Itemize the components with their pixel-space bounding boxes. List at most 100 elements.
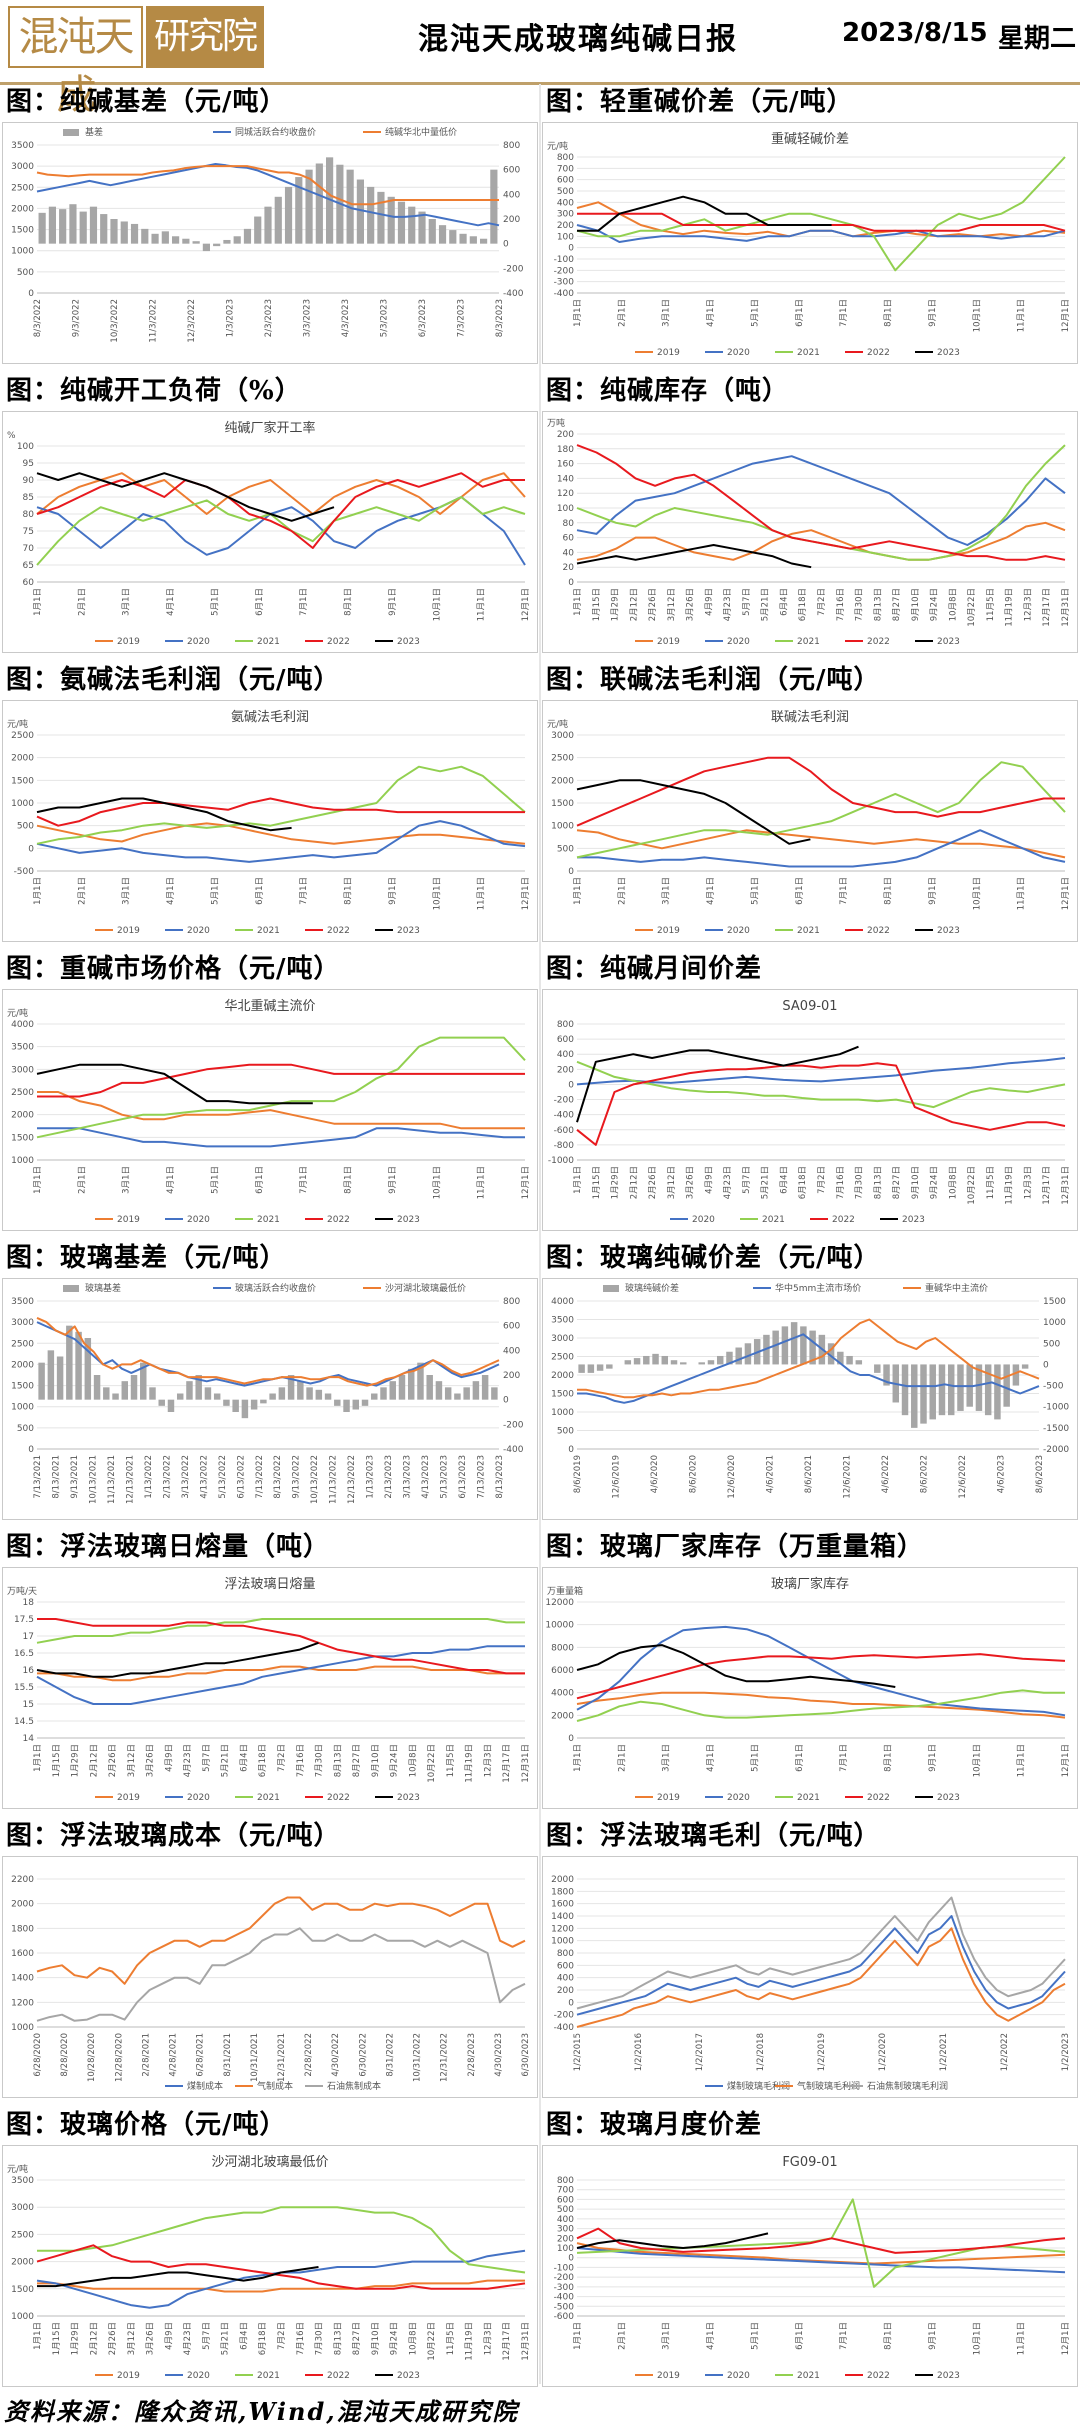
y-tick-label: 300: [557, 210, 574, 220]
x-tick-label: 8/6/2019: [573, 1455, 583, 1493]
panel-title: 图：纯碱月间价差: [546, 954, 763, 984]
panel-title: 图：联碱法毛利润（元/吨）: [546, 665, 881, 695]
series-line: [577, 195, 832, 232]
bar: [426, 1375, 433, 1400]
bar: [223, 1399, 230, 1406]
chart-box: 氨碱法毛利润 元/吨 -500 0 500 1000 1500 2000 2500 1月1日 2月1…: [2, 700, 538, 942]
y-tick-label: 1800: [11, 1924, 34, 1934]
x-tick-label: 7月1日: [839, 877, 849, 905]
x-tick-label: 2月1日: [617, 299, 627, 327]
legend-item: 2019: [95, 1215, 140, 1225]
legend-item: 2022: [305, 2371, 350, 2381]
bar: [140, 1362, 147, 1400]
x-tick-label: 4月1日: [166, 588, 176, 616]
x-tick-label: 12月31日: [1061, 1166, 1071, 1205]
legend-item: 2022: [845, 348, 890, 358]
legend-label: 2022: [832, 1215, 855, 1225]
series-line: [576, 1060, 1066, 1109]
x-tick-label: 1月1日: [33, 2322, 43, 2350]
x-tick-label: 3月1日: [662, 2322, 672, 2350]
bar: [652, 1353, 659, 1365]
series-line: [576, 1045, 859, 1123]
x-tick-label: 3月26日: [146, 2322, 156, 2355]
bar: [100, 214, 108, 244]
x-tick-label: 3/13/2022: [181, 1455, 191, 1499]
legend-label: 2019: [117, 926, 140, 936]
y-tick-label: 1000: [11, 2312, 34, 2322]
bar: [195, 1375, 202, 1400]
x-tick-label: 1月15日: [52, 2322, 62, 2355]
bar: [435, 1381, 443, 1400]
y-tick-label: 3500: [11, 1297, 34, 1307]
y-tick-label: 400: [557, 1050, 574, 1060]
y-tick-label: 2000: [11, 754, 34, 764]
x-tick-label: 9月1日: [388, 588, 398, 616]
legend-label: 玻璃纯碱价差: [625, 1282, 679, 1294]
x-tick-label: 8月1日: [884, 2322, 894, 2350]
y-tick-label: 80: [23, 510, 35, 520]
legend-item: 2022: [845, 637, 890, 647]
y-tick-label: 800: [557, 2176, 574, 2186]
legend-item: 2019: [95, 926, 140, 936]
legend-label: 2021: [762, 1215, 785, 1225]
legend-item: 2020: [705, 926, 750, 936]
chart-box: 联碱法毛利润 元/吨 0 500 1000 1500 2000 2500 3000 1月1日 2月1…: [542, 700, 1078, 942]
y-tick-label: 200: [557, 1986, 574, 1996]
y-tick-label: 0: [568, 1998, 574, 2008]
y-tick-label: 95: [23, 459, 34, 469]
x-tick-label: 5月21日: [761, 1166, 771, 1199]
chart-box: 玻璃厂家库存 万重量箱 0 2000 4000 6000 8000 10000 12000 1月1…: [542, 1567, 1078, 1809]
x-tick-label: 8/13/2022: [273, 1455, 283, 1499]
series-line: [36, 1641, 319, 1678]
x-tick-label: 1/2/2018: [756, 2033, 766, 2071]
bar: [213, 1393, 221, 1400]
legend-item: 玻璃基差: [63, 1282, 121, 1294]
legend-item: 2022: [305, 637, 350, 647]
x-tick-label: 10月22日: [967, 588, 977, 627]
y-tick-label: 3000: [11, 1065, 34, 1075]
y2-tick-label: 400: [503, 190, 520, 200]
y-tick-label: 0: [568, 1080, 574, 1090]
y-tick-label: -200: [554, 266, 575, 276]
x-tick-label: 8/3/2023: [495, 299, 505, 337]
y-tick-label: 160: [557, 460, 574, 470]
bar: [1021, 1364, 1029, 1369]
x-tick-label: 10/13/2021: [88, 1455, 98, 1504]
y-tick-label: 100: [17, 442, 34, 452]
y-tick-label: -400: [554, 2023, 575, 2033]
chart-box: 万吨 0 20 40 60 80 100 120 140 160 180 200 1月1日 1月15日 1月…: [542, 411, 1078, 653]
x-tick-label: 7月30日: [315, 2322, 325, 2355]
x-tick-label: 12月1日: [521, 1166, 531, 1199]
series-line: [36, 2249, 526, 2309]
y-tick-label: 140: [557, 474, 574, 484]
bar: [130, 1375, 138, 1400]
x-tick-label: 9月1日: [928, 877, 938, 905]
y-tick-label: 40: [563, 548, 575, 558]
y-tick-label: -200: [554, 2011, 575, 2021]
y-tick-label: 1000: [11, 1156, 34, 1166]
legend-item: 2021: [775, 1793, 820, 1803]
bar: [172, 236, 180, 244]
x-tick-label: 2/28/2023: [467, 2033, 477, 2077]
bar: [66, 1325, 73, 1400]
x-tick-label: 8/31/2021: [223, 2033, 233, 2077]
y2-tick-label: 0: [1043, 1360, 1049, 1370]
y-tick-label: 14.5: [14, 1717, 34, 1727]
bar: [790, 1322, 798, 1365]
legend-label: 2021: [797, 2371, 820, 2381]
legend-label: 2023: [937, 926, 960, 936]
x-tick-label: 8月1日: [884, 299, 894, 327]
series-line: [37, 1127, 525, 1148]
x-tick-label: 7月2日: [817, 1166, 827, 1194]
chart-panel-2: 图：轻重碱价差（元/吨） 重碱轻碱价差 元/吨 -400 -300 -200 -100 0 10…: [542, 84, 1080, 366]
legend-item: 沙河湖北玻璃最低价: [363, 1282, 466, 1294]
bar: [315, 163, 323, 244]
y-axis-unit: 万吨/天: [7, 1585, 37, 1597]
bar: [110, 219, 118, 244]
y2-tick-label: -500: [1043, 1382, 1064, 1392]
bar: [387, 196, 395, 244]
x-tick-label: 1月29日: [71, 1744, 81, 1777]
chart-box: 华北重碱主流价 元/吨 1000 1500 2000 2500 3000 3500 4000 1月…: [2, 989, 538, 1231]
bar: [698, 1362, 705, 1365]
